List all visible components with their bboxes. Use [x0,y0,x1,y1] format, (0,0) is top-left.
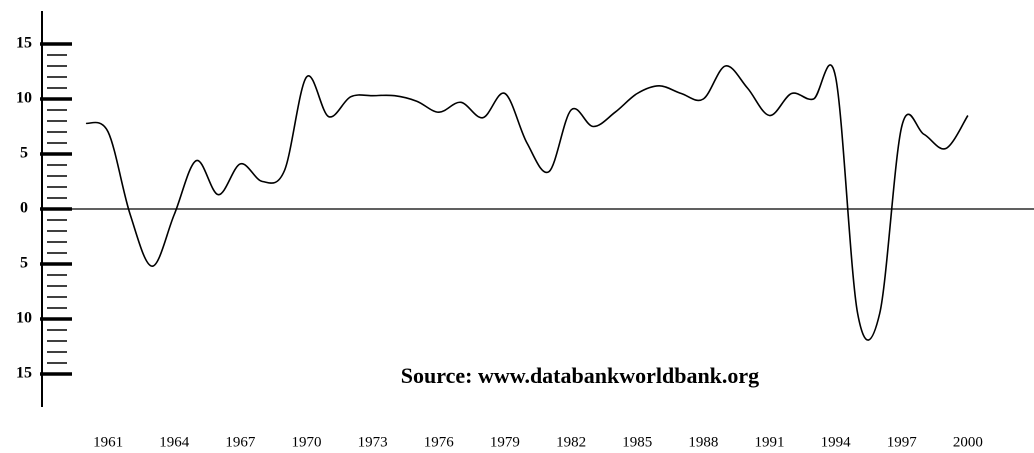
x-tick-label: 1985 [622,434,652,450]
x-tick-label: 1994 [821,434,852,450]
x-tick-label: 1970 [292,434,322,450]
x-tick-label: 1979 [490,434,520,450]
x-tick-label: 1964 [159,434,190,450]
x-tick-label: 1967 [225,434,256,450]
x-tick-label: 1961 [93,434,123,450]
y-tick-label: 10 [16,90,32,107]
y-tick-label: 0 [20,200,28,217]
x-tick-label: 1997 [887,434,918,450]
y-tick-label: 5 [20,145,28,162]
source-note: Source: www.databankworldbank.org [401,363,759,388]
x-tick-label: 1973 [358,434,388,450]
data-line [85,64,969,341]
y-tick-label: 10 [16,310,32,327]
y-tick-label: 15 [16,365,32,382]
x-tick-label: 1991 [754,434,784,450]
y-tick-label: 15 [16,35,32,52]
x-tick-label: 1982 [556,434,586,450]
x-tick-label: 1976 [424,434,455,450]
y-tick-label: 5 [20,255,28,272]
x-tick-label: 1988 [688,434,718,450]
x-tick-label: 2000 [953,434,983,450]
